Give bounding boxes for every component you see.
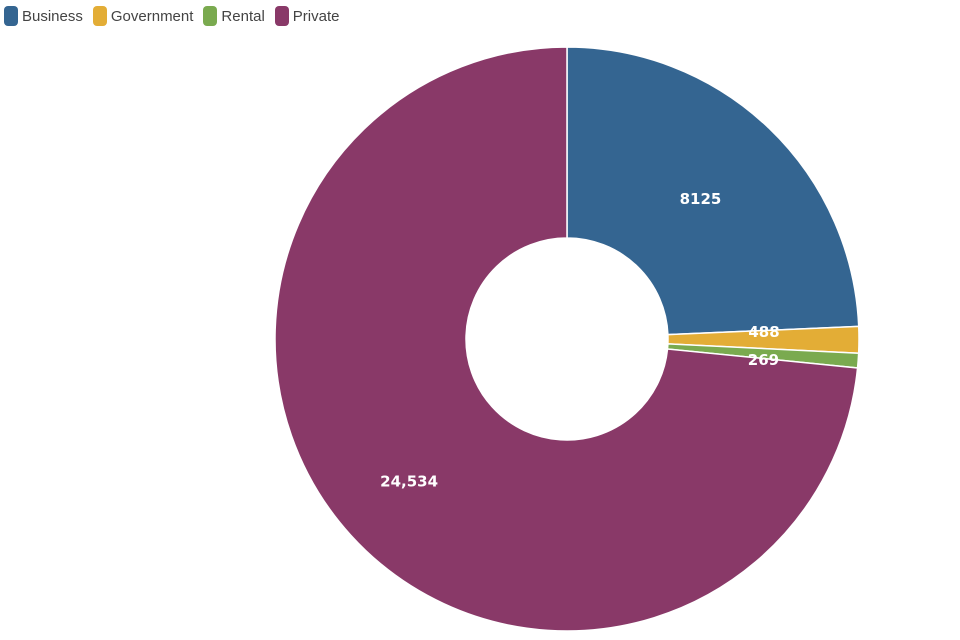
data-label-business: 8125 [680, 190, 722, 208]
legend-item-private[interactable]: Private [274, 6, 340, 26]
legend-item-business[interactable]: Business [4, 6, 83, 26]
legend-swatch-private [274, 6, 289, 26]
data-label-government: 488 [748, 323, 779, 341]
legend-label-private: Private [292, 7, 340, 25]
data-label-private: 24,534 [380, 472, 438, 490]
chart-legend: Business Government Rental Private [4, 6, 339, 26]
legend-label-business: Business [22, 7, 83, 25]
data-label-rental: 269 [748, 351, 779, 369]
legend-label-government: Government [110, 7, 194, 25]
legend-label-rental: Rental [221, 7, 265, 25]
legend-swatch-business [4, 6, 18, 26]
legend-item-rental[interactable]: Rental [203, 6, 265, 26]
legend-swatch-government [92, 6, 107, 26]
slice-business[interactable] [566, 46, 860, 336]
slice-private[interactable] [274, 46, 859, 632]
legend-swatch-rental [203, 6, 218, 26]
legend-item-government[interactable]: Government [92, 6, 194, 26]
